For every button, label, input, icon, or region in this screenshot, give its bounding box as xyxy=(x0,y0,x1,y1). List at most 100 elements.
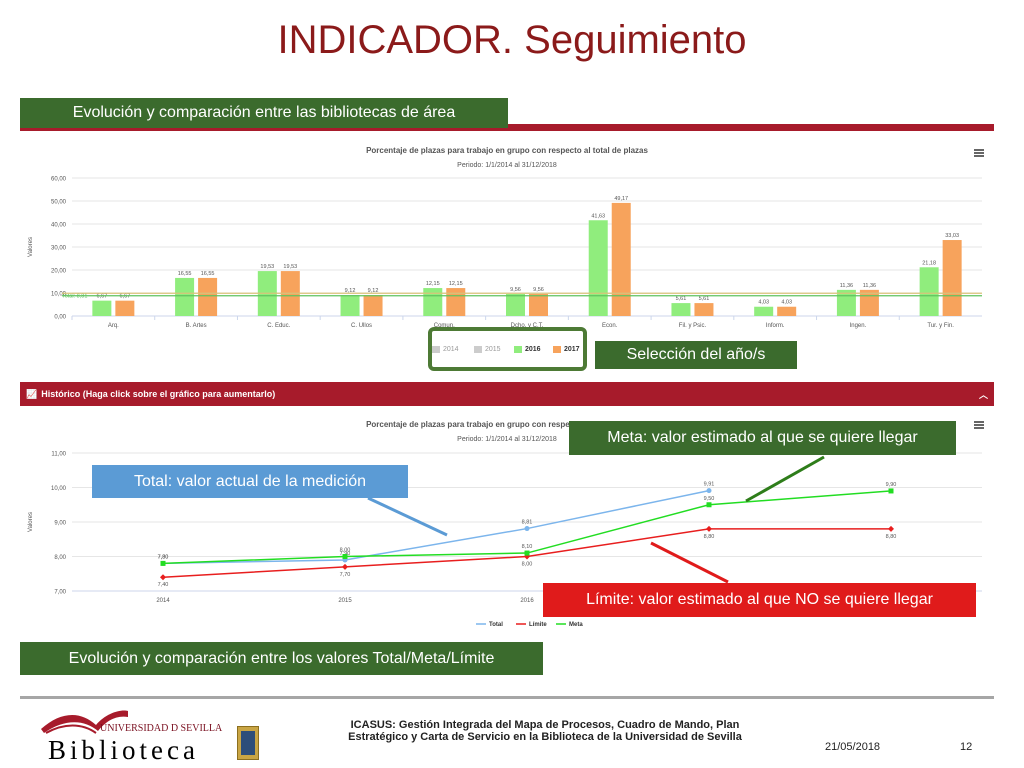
line-point-Meta xyxy=(524,550,530,556)
bar-2016 xyxy=(506,294,525,316)
line-chart-menu-icon[interactable] xyxy=(974,421,984,429)
bar-2017 xyxy=(529,294,548,316)
line-point-Límite xyxy=(342,563,348,570)
bar-data-label: 12,15 xyxy=(449,281,463,287)
bar-2016 xyxy=(340,295,360,316)
line-point-Meta xyxy=(342,554,348,559)
bar-category-label: Fil. y Psic. xyxy=(679,323,707,329)
bar-category-label: Inform. xyxy=(766,323,785,329)
bar-ytick-label: 50,00 xyxy=(51,200,67,206)
line-point-Límite xyxy=(160,574,166,581)
line-point-Meta xyxy=(706,502,712,508)
line-data-label: 8,80 xyxy=(704,534,715,540)
line-data-label: 8,80 xyxy=(886,534,897,540)
line-x-tick-label: 2015 xyxy=(338,598,352,604)
line-point-Total xyxy=(706,488,712,494)
year-legend[interactable]: 2014 2015 2016 2017 xyxy=(428,327,587,371)
collapse-caret-icon[interactable]: ︿ xyxy=(978,390,988,400)
bar-category-label: B. Artes xyxy=(186,323,207,329)
line-chart-subtitle: Periodo: 1/1/2014 al 31/12/2018 xyxy=(457,436,557,443)
bar-2016 xyxy=(92,300,112,316)
line-data-label: 9,50 xyxy=(704,496,715,502)
bar-data-label: 19,53 xyxy=(283,264,297,270)
bar-data-label: 12,15 xyxy=(426,281,440,287)
legend-swatch-2014 xyxy=(432,346,440,353)
bar-chart-subtitle: Periodo: 1/1/2014 al 31/12/2018 xyxy=(457,162,557,169)
bar-2017 xyxy=(859,289,879,316)
line-data-label: 9,90 xyxy=(886,482,897,488)
footer-date: 21/05/2018 xyxy=(825,741,881,753)
legend-label-2015: 2015 xyxy=(485,346,501,353)
bar-category-label: C. Ullos xyxy=(351,323,372,329)
bar-chart-title: Porcentaje de plazas para trabajo en gru… xyxy=(366,146,648,155)
bar-category-label: Ingen. xyxy=(850,323,867,329)
values-comparison-label: Evolución y comparación entre los valore… xyxy=(20,642,543,675)
year-selection-label: Selección del año/s xyxy=(595,341,797,369)
bar-data-label: 5,61 xyxy=(699,296,710,302)
legend-item-2014[interactable]: 2014 xyxy=(432,346,459,353)
bar-2016 xyxy=(588,220,608,316)
icasus-line-1: ICASUS: Gestión Integrada del Mapa de Pr… xyxy=(350,719,740,731)
line-data-label: 8,81 xyxy=(522,520,533,526)
bar-data-label: 11,36 xyxy=(840,283,853,289)
legend-item-2015[interactable]: 2015 xyxy=(474,346,501,353)
line-point-Límite xyxy=(706,525,712,532)
bar-category-label: Tur. y Fin. xyxy=(927,323,954,329)
page-number: 12 xyxy=(960,741,973,753)
bar-2016 xyxy=(175,277,195,316)
line-data-label: 7,70 xyxy=(340,572,351,578)
line-ytick-label: 10,00 xyxy=(51,486,67,492)
bar-ytick-label: 0,00 xyxy=(54,315,66,321)
line-legend-label: Límite xyxy=(529,622,547,628)
bar-2016 xyxy=(754,306,774,316)
limite-description-label: Límite: valor estimado al que NO se quie… xyxy=(543,583,976,617)
university-logo: UNIVERSIDAD D SEVILLA Biblioteca xyxy=(36,703,222,765)
legend-item-2016[interactable]: 2016 xyxy=(514,346,541,353)
line-y-axis-label: Valores xyxy=(28,512,34,532)
bar-2016 xyxy=(423,288,443,316)
line-data-label: 8,00 xyxy=(522,562,533,568)
bar-2017 xyxy=(115,300,135,316)
line-chart-title: Porcentaje de plazas para trabajo en gru… xyxy=(366,420,648,429)
line-point-Meta xyxy=(160,560,166,566)
book-logo-icon xyxy=(41,710,128,734)
bar-data-label: 4,03 xyxy=(758,300,769,306)
meta-description-label: Meta: valor estimado al que se quiere ll… xyxy=(569,421,956,455)
bar-2016 xyxy=(919,267,939,316)
bar-data-label: 16,55 xyxy=(178,271,192,277)
line-x-tick-label: 2016 xyxy=(520,598,534,604)
slide-title: INDICADOR. Seguimiento xyxy=(277,18,747,62)
historico-header[interactable]: 📈 Histórico (Haga click sobre el gráfico… xyxy=(20,382,994,406)
line-data-label: 8,00 xyxy=(340,548,351,554)
bar-category-label: Comun. xyxy=(434,323,455,329)
icasus-line-2: Estratégico y Carta de Servicio en la Bi… xyxy=(348,731,742,743)
legend-label-2017: 2017 xyxy=(564,346,580,353)
bar-data-label: 5,61 xyxy=(676,296,687,302)
bar-data-label: 4,03 xyxy=(781,300,792,306)
bar-ytick-label: 40,00 xyxy=(51,223,67,229)
line-data-label: 7,80 xyxy=(158,554,169,560)
historico-label: Histórico (Haga click sobre el gráfico p… xyxy=(41,389,276,399)
bar-y-axis-label: Valores xyxy=(28,237,34,257)
line-data-label: 7,40 xyxy=(158,582,169,588)
bar-data-label: 16,55 xyxy=(201,271,215,277)
bar-category-label: Arq. xyxy=(108,323,119,329)
bar-2017 xyxy=(942,240,962,316)
legend-swatch-2017 xyxy=(553,346,561,353)
bar-2017 xyxy=(777,306,797,316)
bar-chart[interactable]: 0,00 10,00 20,00 30,00 40,00 50,00 60,00 Valore… xyxy=(20,131,994,378)
bar-data-label: 33,03 xyxy=(945,233,959,239)
line-ytick-label: 8,00 xyxy=(54,555,66,561)
line-legend-label: Meta xyxy=(569,622,583,628)
bar-category-label: Dcho. y C.T. xyxy=(511,323,544,329)
legend-item-2017[interactable]: 2017 xyxy=(553,346,580,353)
line-x-tick-label: 2014 xyxy=(156,598,170,604)
line-ytick-label: 9,00 xyxy=(54,521,66,527)
bar-data-label: 21,18 xyxy=(922,260,936,266)
bar-data-label: 11,36 xyxy=(863,283,876,289)
line-data-label: 7,90 xyxy=(340,551,351,557)
bar-2017 xyxy=(446,288,466,316)
legend-label-2014: 2014 xyxy=(443,346,459,353)
chart-menu-icon[interactable] xyxy=(974,149,984,157)
bar-2017 xyxy=(363,295,383,316)
